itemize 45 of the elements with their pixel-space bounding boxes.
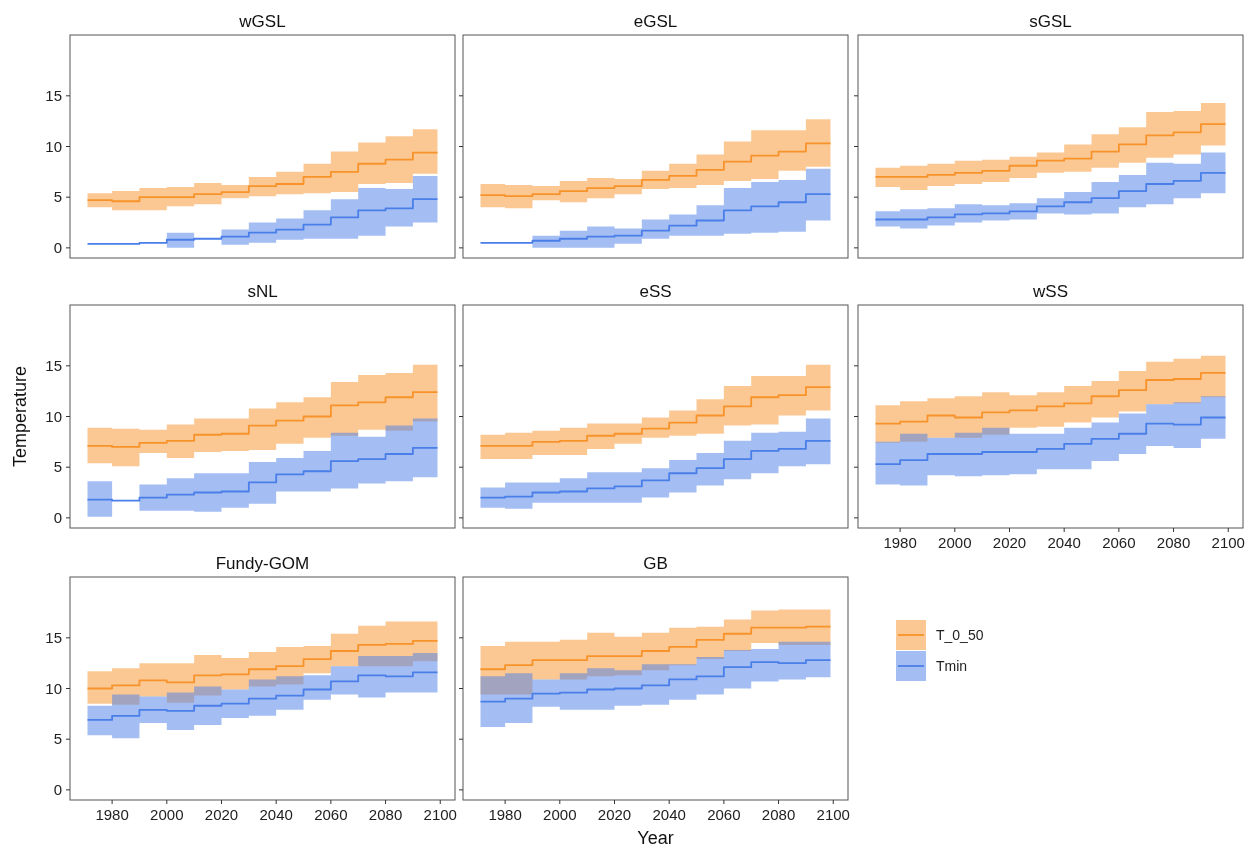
x-tick-label: 1980 xyxy=(883,534,917,551)
y-tick-label: 10 xyxy=(45,137,62,155)
chart-title: sGSL xyxy=(1029,12,1072,31)
chart-title: GB xyxy=(643,554,668,573)
x-tick-label: 1980 xyxy=(95,806,129,823)
y-tick-label: 15 xyxy=(45,357,62,375)
x-tick-label: 2060 xyxy=(707,806,741,823)
y-tick-label: 5 xyxy=(53,730,62,748)
y-tick-label: 5 xyxy=(53,188,62,206)
chart-title: eSS xyxy=(639,282,672,301)
legend-label: T_0_50 xyxy=(936,626,984,643)
y-tick-label: 5 xyxy=(53,458,62,476)
x-tick-label: 1980 xyxy=(488,806,522,823)
y-tick-label: 0 xyxy=(53,781,62,799)
x-tick-label: 2060 xyxy=(1102,534,1136,551)
chart-title: wGSL xyxy=(238,12,286,31)
x-tick-label: 2100 xyxy=(423,806,457,823)
x-tick-label: 2020 xyxy=(992,534,1027,551)
x-tick-label: 2060 xyxy=(314,806,348,823)
x-tick-label: 2100 xyxy=(1211,534,1245,551)
x-tick-label: 2040 xyxy=(259,806,293,823)
x-axis-title: Year xyxy=(637,828,674,848)
y-tick-label: 15 xyxy=(45,629,62,647)
x-tick-label: 2000 xyxy=(150,806,184,823)
y-axis-title: Temperature xyxy=(10,365,30,468)
x-tick-label: 2020 xyxy=(204,806,239,823)
x-tick-label: 2040 xyxy=(652,806,686,823)
chart-title: Fundy-GOM xyxy=(215,554,310,573)
y-tick-label: 10 xyxy=(45,407,62,425)
x-tick-label: 2000 xyxy=(938,534,972,551)
x-tick-label: 2040 xyxy=(1047,534,1081,551)
chart-title: sNL xyxy=(247,282,278,301)
x-tick-label: 2020 xyxy=(597,806,632,823)
y-tick-label: 15 xyxy=(45,87,62,105)
y-tick-label: 0 xyxy=(53,239,62,257)
x-tick-label: 2080 xyxy=(368,806,403,823)
y-tick-label: 0 xyxy=(53,509,62,527)
x-tick-label: 2000 xyxy=(543,806,577,823)
x-tick-label: 2080 xyxy=(1156,534,1191,551)
legend-label: Tmin xyxy=(936,657,968,674)
y-tick-label: 10 xyxy=(45,679,62,697)
x-tick-label: 2100 xyxy=(816,806,850,823)
chart-title: wSS xyxy=(1032,282,1068,301)
chart-title: eGSL xyxy=(633,12,678,31)
x-tick-label: 2080 xyxy=(761,806,796,823)
